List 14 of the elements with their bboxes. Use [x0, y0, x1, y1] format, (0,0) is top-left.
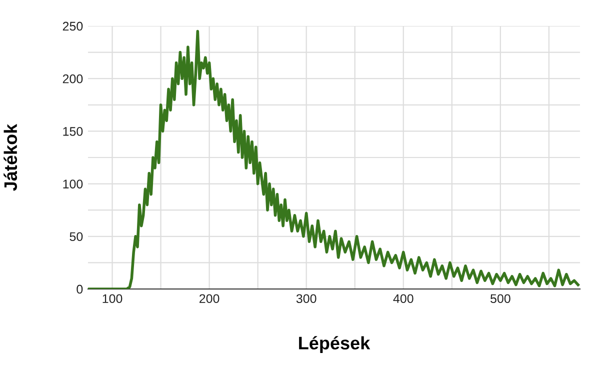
- x-tick-label: 300: [296, 294, 316, 304]
- y-tick-label: 200: [62, 74, 83, 84]
- y-tick-label: 250: [62, 22, 83, 31]
- y-tick-label: 0: [76, 284, 83, 294]
- x-tick-label: 500: [490, 294, 510, 304]
- y-axis-title: Játékok: [4, 124, 18, 191]
- x-tick-label: 100: [102, 294, 122, 304]
- x-tick-label: 200: [200, 294, 220, 304]
- y-tick-label: 50: [70, 232, 83, 242]
- x-axis-title: Lépések: [299, 336, 370, 354]
- y-tick-label: 100: [63, 180, 83, 188]
- line-series: [88, 30, 580, 289]
- y-tick-label: 150: [63, 127, 83, 136]
- x-tick-label: 400: [393, 294, 414, 304]
